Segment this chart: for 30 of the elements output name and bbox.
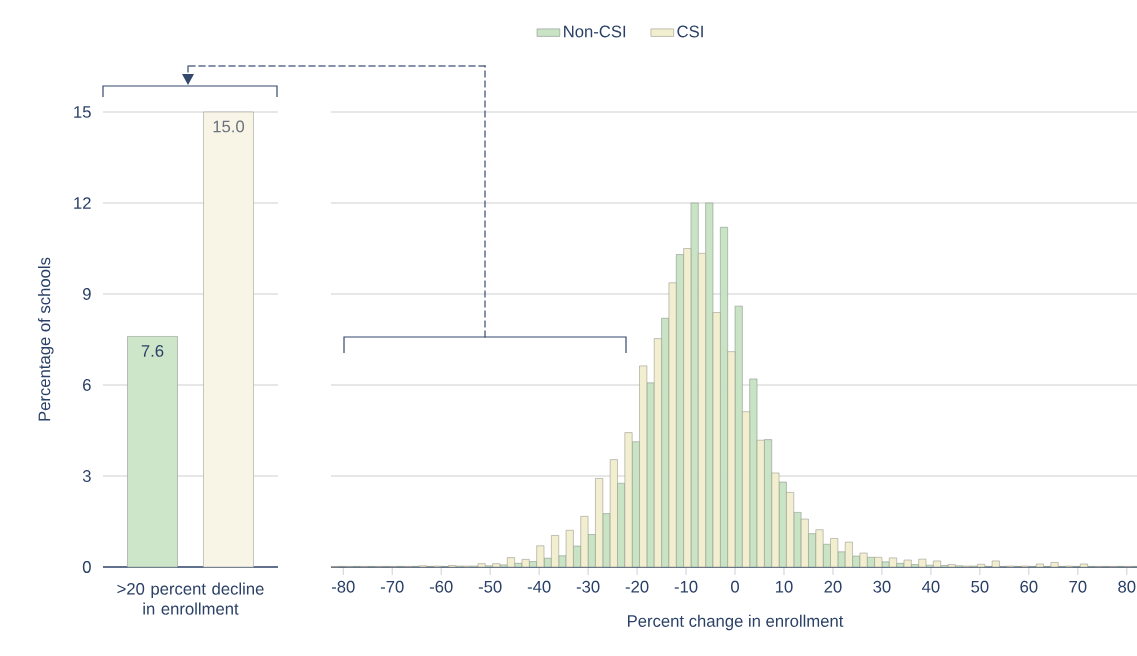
- x-axis-title: Percent change in enrollment: [627, 614, 844, 631]
- y-tick-label: 12: [74, 197, 91, 209]
- x-tick-label: -80: [331, 580, 355, 593]
- x-tick-label: 80: [1118, 580, 1136, 593]
- y-axis-title: Percentage of schools: [38, 257, 54, 421]
- x-tick-label: -50: [478, 580, 502, 593]
- x-tick-label: -70: [380, 580, 404, 593]
- data-label: 15.0: [213, 120, 245, 133]
- y-tick-label: 3: [82, 470, 91, 482]
- x-tick-label: 70: [1069, 580, 1087, 593]
- x-tick-label: -40: [527, 580, 551, 593]
- legend-label: CSI: [677, 25, 703, 38]
- x-tick-label: 50: [971, 580, 989, 593]
- y-tick-label: 0: [82, 561, 91, 573]
- y-tick-label: 6: [83, 379, 91, 391]
- x-tick-label: -60: [429, 580, 453, 593]
- x-tick-label: -20: [625, 580, 649, 593]
- x-tick-label: 20: [824, 580, 842, 593]
- x-tick-label: 40: [922, 580, 940, 593]
- data-label: 7.6: [141, 345, 164, 357]
- x-tick-label: 10: [776, 580, 793, 593]
- x-tick-label: 60: [1020, 580, 1038, 593]
- x-tick-label: 30: [873, 580, 891, 593]
- x-tick-label: 0: [731, 580, 739, 593]
- y-tick-label: 9: [82, 288, 91, 300]
- x-tick-label: >20 percent decline in enrollment: [117, 582, 264, 615]
- x-tick-label: -30: [576, 580, 600, 593]
- x-tick-label: -10: [674, 580, 698, 593]
- legend-label: Non-CSI: [564, 25, 626, 38]
- y-tick-label: 15: [74, 106, 91, 118]
